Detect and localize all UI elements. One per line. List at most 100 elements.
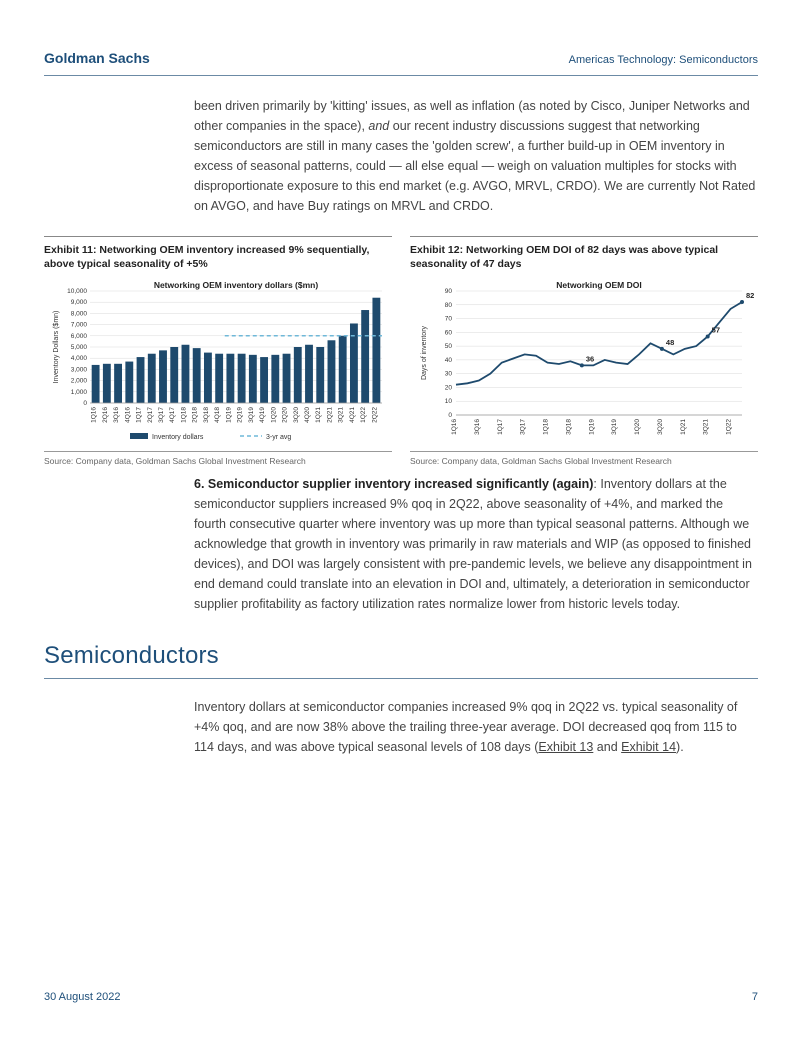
header-section-title: Americas Technology: Semiconductors (569, 52, 758, 69)
svg-text:57: 57 (712, 326, 720, 335)
svg-text:Networking OEM inventory dolla: Networking OEM inventory dollars ($mn) (154, 280, 319, 290)
intro-italic: and (368, 119, 389, 133)
svg-text:1Q20: 1Q20 (634, 419, 641, 435)
svg-text:20: 20 (445, 385, 453, 392)
svg-text:3Q17: 3Q17 (520, 419, 527, 435)
svg-text:Days of inventory: Days of inventory (421, 326, 428, 381)
svg-text:6,000: 6,000 (71, 333, 88, 340)
svg-text:3Q19: 3Q19 (248, 407, 255, 423)
svg-text:1Q21: 1Q21 (680, 419, 687, 435)
svg-text:2Q20: 2Q20 (282, 407, 289, 423)
svg-text:70: 70 (445, 316, 453, 323)
svg-text:1Q21: 1Q21 (315, 407, 322, 423)
intro-paragraph: been driven primarily by 'kitting' issue… (194, 96, 758, 216)
svg-text:2Q21: 2Q21 (326, 407, 333, 423)
section-paragraph: Inventory dollars at semiconductor compa… (194, 697, 758, 757)
header-brand: Goldman Sachs (44, 48, 150, 69)
svg-text:3Q16: 3Q16 (113, 407, 120, 423)
svg-text:Inventory Dollars ($mn): Inventory Dollars ($mn) (53, 311, 60, 384)
svg-text:3Q21: 3Q21 (703, 419, 710, 435)
section-rule (44, 678, 758, 679)
svg-text:1Q17: 1Q17 (497, 419, 504, 435)
svg-text:36: 36 (586, 355, 594, 364)
intro-post: our recent industry discussions suggest … (194, 119, 755, 213)
exhibit-12-source: Source: Company data, Goldman Sachs Glob… (410, 451, 758, 468)
svg-text:48: 48 (666, 338, 674, 347)
exhibit-14-link[interactable]: Exhibit 14 (621, 740, 676, 754)
exhibit-12: Exhibit 12: Networking OEM DOI of 82 day… (410, 236, 758, 468)
svg-text:7,000: 7,000 (71, 322, 88, 329)
svg-text:4,000: 4,000 (71, 356, 88, 363)
svg-text:3Q20: 3Q20 (293, 407, 300, 423)
svg-text:2Q18: 2Q18 (192, 407, 199, 423)
exhibit-11-title: Exhibit 11: Networking OEM inventory inc… (44, 243, 392, 271)
svg-text:3Q18: 3Q18 (203, 407, 210, 423)
svg-text:3-yr avg: 3-yr avg (266, 434, 291, 441)
svg-text:3Q16: 3Q16 (474, 419, 481, 435)
svg-text:1Q22: 1Q22 (726, 419, 733, 435)
line-chart-svg: 0 10 20 30 40 50 60 70 80 90 Days of inventory Netw… (410, 277, 758, 447)
svg-text:10,000: 10,000 (67, 288, 87, 295)
svg-text:2,000: 2,000 (71, 378, 88, 385)
svg-text:2Q22: 2Q22 (371, 407, 378, 423)
svg-text:1Q17: 1Q17 (136, 407, 143, 423)
svg-text:5,000: 5,000 (71, 344, 88, 351)
svg-text:1,000: 1,000 (71, 389, 88, 396)
page-header: Goldman Sachs Americas Technology: Semic… (44, 48, 758, 76)
svg-text:1Q22: 1Q22 (360, 407, 367, 423)
svg-text:4Q17: 4Q17 (169, 407, 176, 423)
svg-text:3Q20: 3Q20 (657, 419, 664, 435)
exhibit-13-link[interactable]: Exhibit 13 (538, 740, 593, 754)
svg-text:2Q16: 2Q16 (102, 407, 109, 423)
section-post: ). (676, 740, 684, 754)
svg-text:60: 60 (445, 330, 453, 337)
svg-text:3Q21: 3Q21 (338, 407, 345, 423)
section-heading: Semiconductors (44, 638, 758, 674)
svg-text:9,000: 9,000 (71, 300, 88, 307)
footer-page-number: 7 (752, 989, 758, 1006)
section-mid: and (593, 740, 621, 754)
exhibit-11: Exhibit 11: Networking OEM inventory inc… (44, 236, 392, 468)
svg-text:Networking OEM DOI: Networking OEM DOI (556, 280, 641, 290)
svg-text:4Q20: 4Q20 (304, 407, 311, 423)
exhibit-12-title: Exhibit 12: Networking OEM DOI of 82 day… (410, 243, 758, 271)
svg-text:10: 10 (445, 399, 453, 406)
exhibit-12-chart: 0 10 20 30 40 50 60 70 80 90 Days of inventory Netw… (410, 277, 758, 447)
svg-text:2Q19: 2Q19 (237, 407, 244, 423)
page-footer: 30 August 2022 7 (44, 989, 758, 1006)
svg-text:1Q16: 1Q16 (451, 419, 458, 435)
exhibits-row: Exhibit 11: Networking OEM inventory inc… (44, 236, 758, 468)
svg-text:90: 90 (445, 288, 453, 295)
svg-text:4Q19: 4Q19 (259, 407, 266, 423)
point-6-lead: 6. Semiconductor supplier inventory incr… (194, 477, 593, 491)
svg-text:1Q16: 1Q16 (91, 407, 98, 423)
svg-text:Inventory dollars: Inventory dollars (152, 434, 204, 441)
svg-text:1Q18: 1Q18 (180, 407, 187, 423)
svg-text:4Q18: 4Q18 (214, 407, 221, 423)
footer-date: 30 August 2022 (44, 989, 120, 1006)
svg-text:3,000: 3,000 (71, 367, 88, 374)
svg-text:1Q20: 1Q20 (270, 407, 277, 423)
point-6-paragraph: 6. Semiconductor supplier inventory incr… (194, 474, 758, 614)
svg-text:50: 50 (445, 343, 453, 350)
svg-text:3Q18: 3Q18 (565, 419, 572, 435)
svg-text:8,000: 8,000 (71, 311, 88, 318)
svg-text:0: 0 (448, 412, 452, 419)
svg-text:3Q19: 3Q19 (611, 419, 618, 435)
svg-text:2Q17: 2Q17 (147, 407, 154, 423)
exhibit-11-source: Source: Company data, Goldman Sachs Glob… (44, 451, 392, 468)
svg-text:82: 82 (746, 291, 754, 300)
svg-text:80: 80 (445, 302, 453, 309)
svg-text:1Q18: 1Q18 (543, 419, 550, 435)
svg-text:30: 30 (445, 371, 453, 378)
svg-text:4Q21: 4Q21 (349, 407, 356, 423)
svg-text:40: 40 (445, 357, 453, 364)
bar-chart-svg: 0 1,000 2,000 3,000 4,000 5,000 6,000 7,000 8,00… (44, 277, 392, 447)
exhibit-11-chart: 0 1,000 2,000 3,000 4,000 5,000 6,000 7,000 8,00… (44, 277, 392, 447)
svg-text:0: 0 (83, 400, 87, 407)
svg-text:3Q17: 3Q17 (158, 407, 165, 423)
svg-text:1Q19: 1Q19 (588, 419, 595, 435)
svg-text:1Q19: 1Q19 (225, 407, 232, 423)
svg-text:4Q16: 4Q16 (124, 407, 131, 423)
point-6-rest: : Inventory dollars at the semiconductor… (194, 477, 752, 611)
